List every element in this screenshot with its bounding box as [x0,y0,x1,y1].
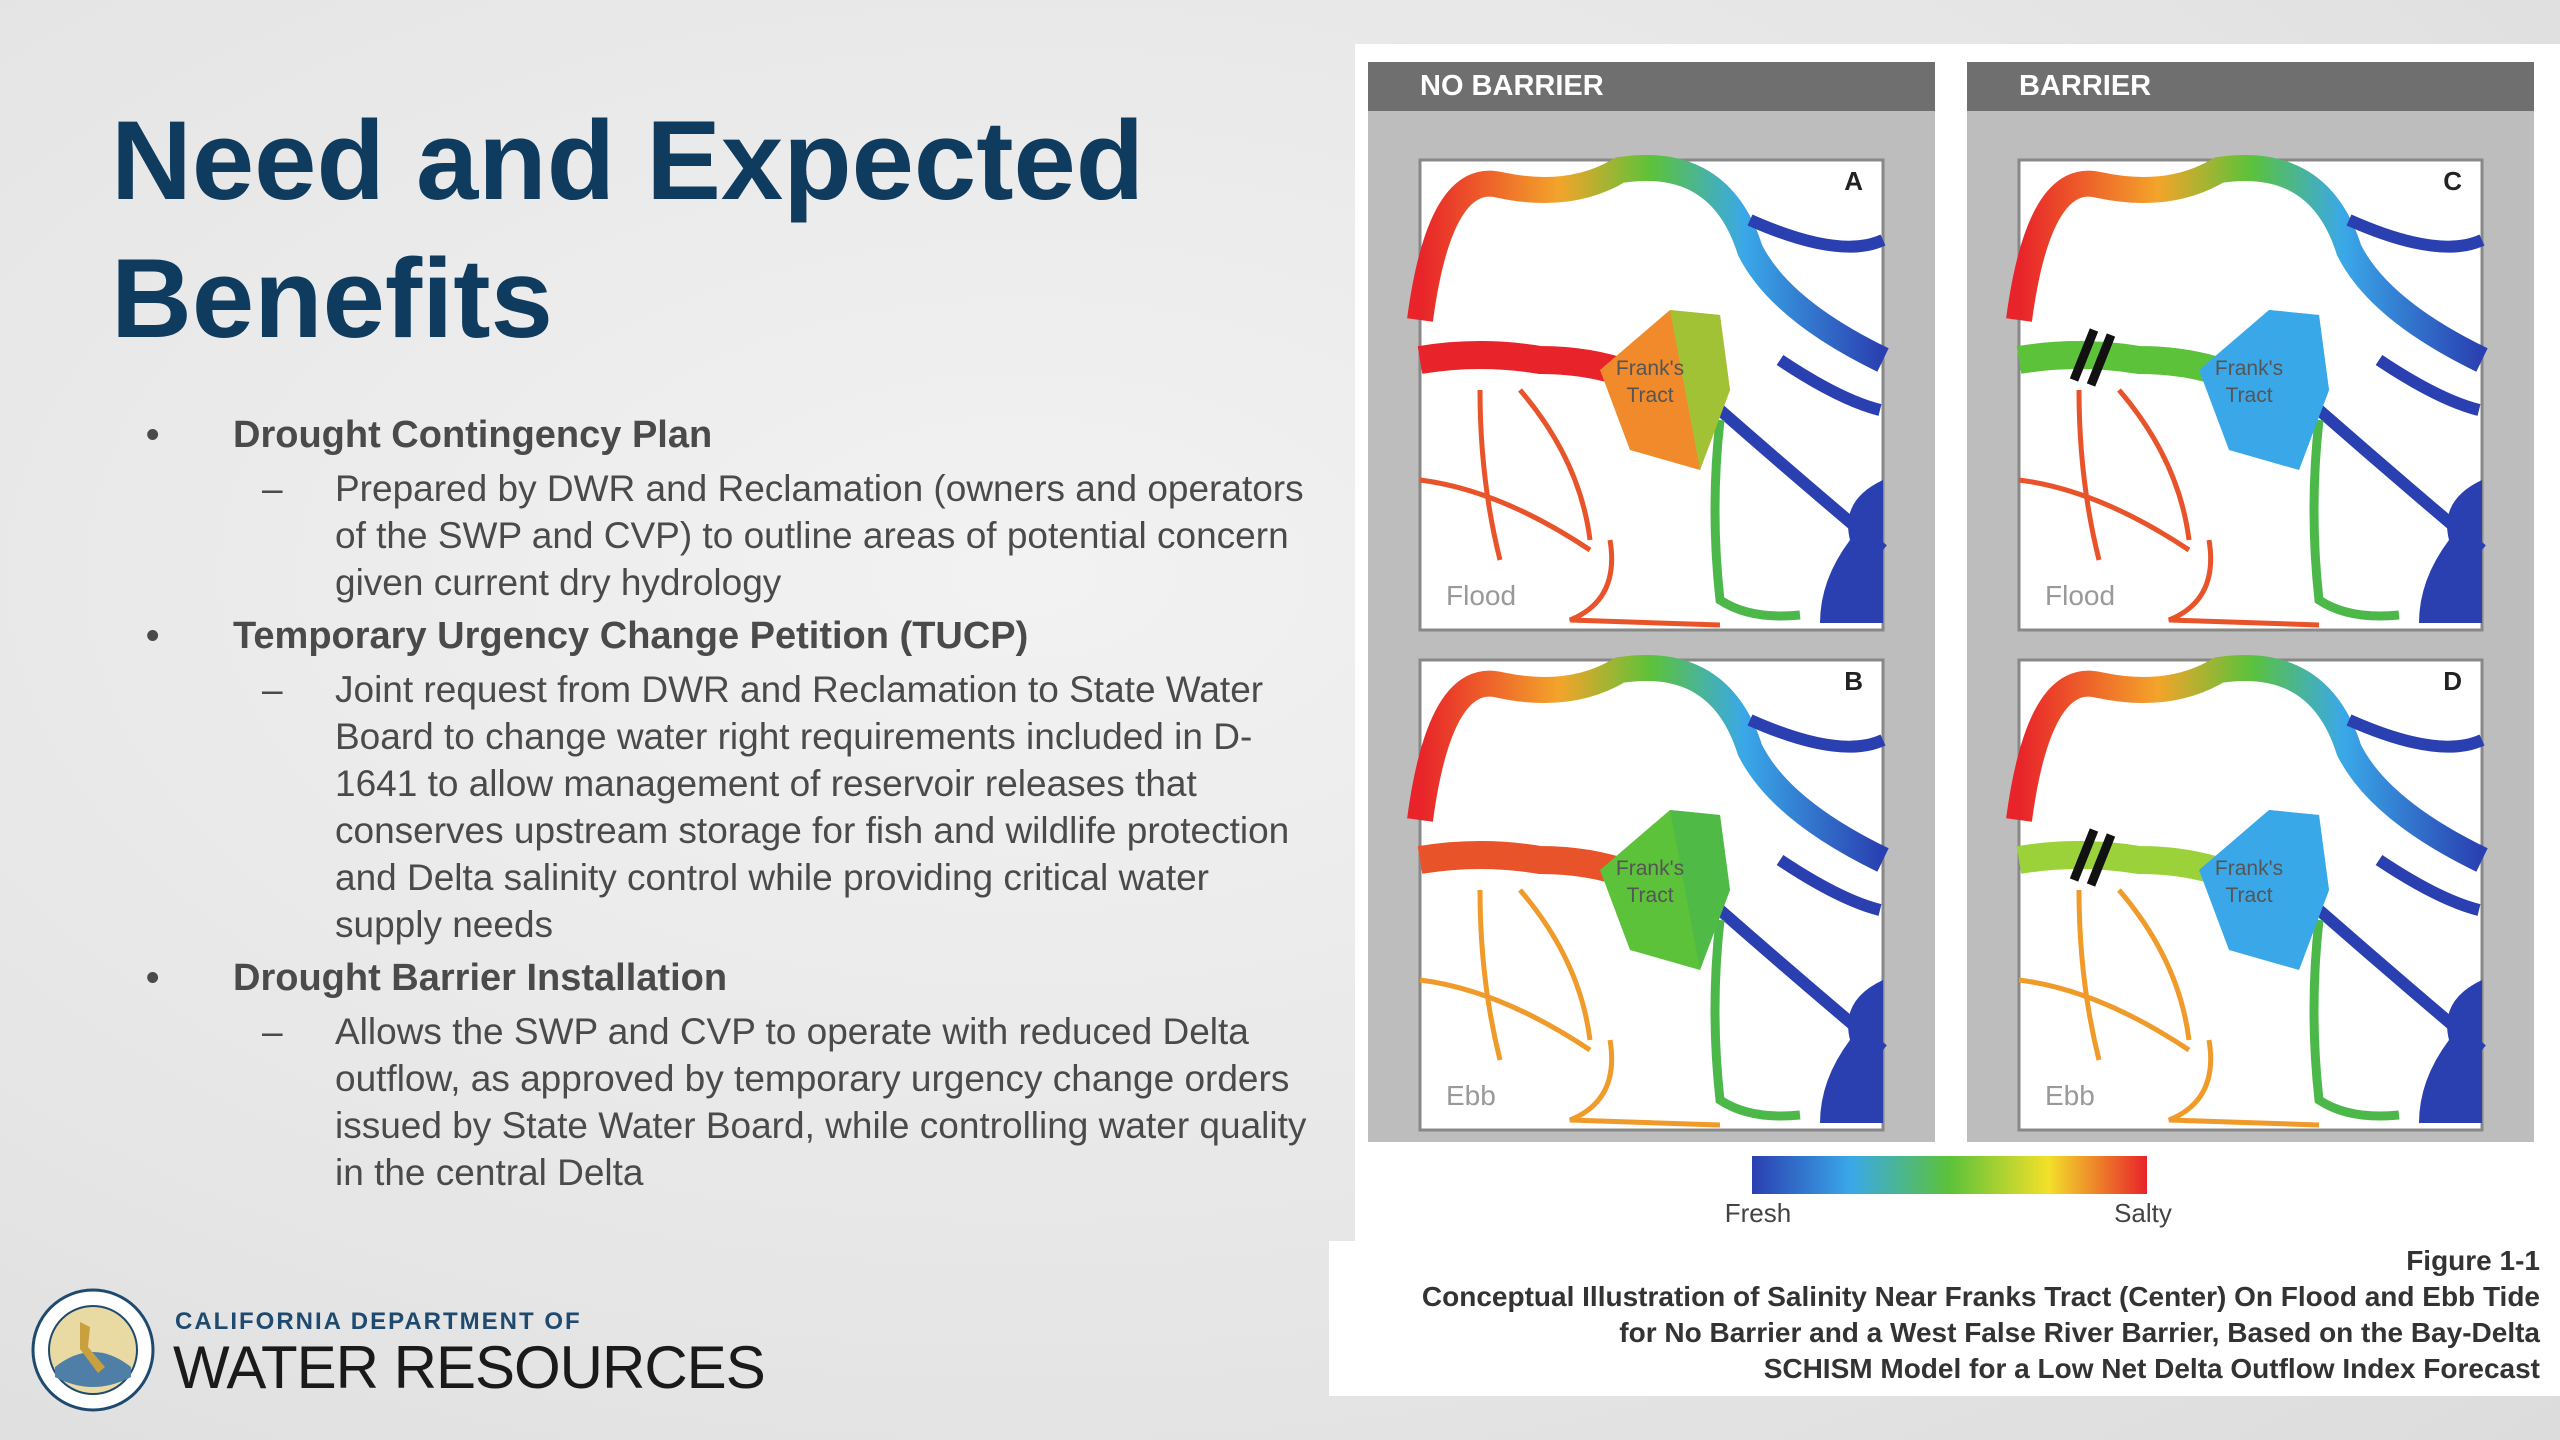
river [2006,654,2488,872]
sub-bullet: Prepared by DWR and Reclamation (owners … [0,465,1320,606]
figure-caption: Figure 1-1 Conceptual Illustration of Sal… [1329,1241,2560,1396]
river [1710,419,1801,621]
logo-text: CALIFORNIA DEPARTMENT OF [175,1308,582,1335]
tract-label: Tract [1626,384,1673,407]
tide-label: Flood [1446,580,1516,611]
river [1417,841,1635,889]
legend-label: Salty [2114,1198,2172,1228]
river [1710,919,1801,1121]
tide-label: Flood [2045,580,2115,611]
figure: NO BARRIER A Flood Frank's Tract B Ebb Frank's T… [1355,44,2560,1241]
map-panel: C Flood Frank's Tract [2006,154,2488,632]
franks-tract-shade [2269,810,2329,970]
panel-letter: C [2443,166,2462,196]
barrier [2069,328,2116,387]
tract-label: Tract [2225,884,2272,907]
river [2018,888,2320,1128]
river [2018,388,2320,628]
bay [2419,480,2482,623]
bullet-heading: Drought Contingency Plan [0,411,1330,459]
caption-line: SCHISM Model for a Low Net Delta Outflow… [1763,1353,2540,1384]
title-line: Benefits [111,236,553,361]
river [2309,419,2400,621]
caption-line: Figure 1-1 [2406,1245,2540,1276]
franks-tract-shade [2269,310,2329,470]
slide-title: Need and Expected Benefits [111,92,1144,368]
caption-line: for No Barrier and a West False River Ba… [1619,1317,2540,1348]
river [1419,888,1721,1128]
bay [1820,980,1883,1123]
panel-letter: B [1844,666,1863,696]
bullet-heading: Drought Barrier Installation [0,954,1330,1002]
panel-letter: D [2443,666,2462,696]
river [1407,654,1889,872]
bullet-list: Drought Contingency Plan Prepared by DWR … [0,405,1330,1196]
map-panel: D Ebb Frank's Tract [2006,654,2488,1132]
franks-tract-shade [1670,310,1730,470]
sub-bullet: Joint request from DWR and Reclamation t… [0,666,1320,948]
legend-label: Fresh [1725,1198,1791,1228]
bay [1820,480,1883,623]
tract-label: Frank's [2215,857,2283,880]
tract-label: Frank's [1616,857,1684,880]
logo-seal [31,1288,155,1412]
caption-line: Conceptual Illustration of Salinity Near… [1421,1281,2540,1312]
tract-label: Tract [2225,384,2272,407]
barrier [2069,828,2116,887]
river [1419,388,1721,628]
bullet-heading: Temporary Urgency Change Petition (TUCP) [0,612,1330,660]
river [1417,341,1635,389]
franks-tract-shade [1670,810,1730,970]
river [2006,154,2488,372]
tract-label: Tract [1626,884,1673,907]
bay [2419,980,2482,1123]
logo-text: WATER RESOURCES [173,1334,766,1401]
river [1407,154,1889,372]
tide-label: Ebb [1446,1080,1496,1111]
column-header-bar [1967,62,2534,111]
column-header: BARRIER [2019,70,2151,102]
map-panel: B Ebb Frank's Tract [1407,654,1889,1132]
tract-label: Frank's [2215,357,2283,380]
river [2016,341,2234,389]
tract-label: Frank's [1616,357,1684,380]
column-header-bar [1368,62,1935,111]
river [2016,841,2234,889]
legend-bar [1752,1156,2147,1194]
map-panel: A Flood Frank's Tract [1407,154,1889,632]
title-line: Need and Expected [111,98,1145,223]
sub-bullet: Allows the SWP and CVP to operate with r… [0,1008,1320,1196]
river [2309,919,2400,1121]
tide-label: Ebb [2045,1080,2095,1111]
panel-letter: A [1844,166,1863,196]
column-header: NO BARRIER [1420,70,1604,102]
